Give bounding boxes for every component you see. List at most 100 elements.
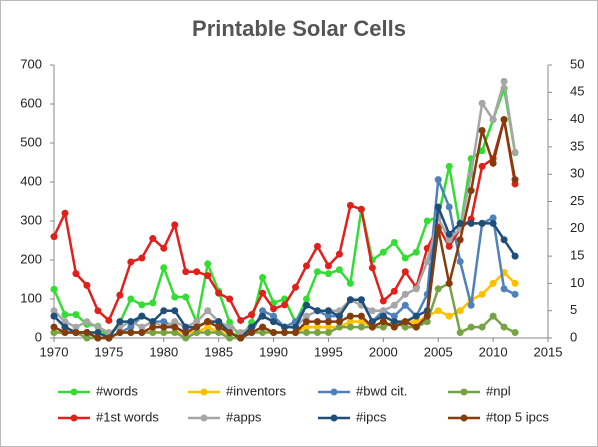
data-point	[511, 279, 519, 287]
data-point	[50, 329, 58, 337]
data-point	[160, 323, 168, 331]
data-point	[478, 147, 486, 155]
data-point	[379, 318, 387, 326]
data-point	[182, 293, 190, 301]
data-point	[72, 323, 80, 331]
data-point	[50, 233, 58, 241]
data-point	[259, 307, 267, 315]
data-point	[313, 268, 321, 276]
data-point	[478, 290, 486, 298]
x-tick-label: 1975	[94, 344, 123, 359]
data-point	[302, 301, 310, 309]
data-point	[313, 318, 321, 326]
data-point	[379, 312, 387, 320]
y2-tick-label: 50	[570, 56, 584, 71]
data-point	[72, 270, 80, 278]
data-point	[313, 242, 321, 250]
data-point	[61, 209, 69, 217]
y-tick-label: 0	[35, 329, 42, 344]
legend-key-marker	[70, 414, 78, 422]
data-point	[302, 262, 310, 270]
data-point	[434, 176, 442, 184]
data-point	[511, 290, 519, 298]
data-point	[193, 268, 201, 276]
data-point	[270, 329, 278, 337]
data-point	[335, 312, 343, 320]
y-tick-label: 400	[20, 173, 42, 188]
data-point	[149, 329, 157, 337]
data-point	[456, 307, 464, 315]
data-point	[226, 334, 234, 342]
data-point	[445, 242, 453, 250]
data-point	[390, 287, 398, 295]
data-point	[324, 262, 332, 270]
data-point	[127, 323, 135, 331]
data-point	[445, 312, 453, 320]
data-point	[445, 230, 453, 238]
data-point	[302, 323, 310, 331]
data-point	[160, 318, 168, 326]
data-point	[171, 318, 179, 326]
data-point	[302, 318, 310, 326]
data-point	[401, 323, 409, 331]
data-point	[511, 329, 519, 337]
data-point	[379, 248, 387, 256]
data-point	[292, 283, 300, 291]
data-point	[357, 312, 365, 320]
data-point	[412, 318, 420, 326]
data-point	[346, 201, 354, 209]
legend-label: #words	[96, 383, 138, 398]
data-point	[434, 203, 442, 211]
x-tick-label: 1995	[314, 344, 343, 359]
y2-tick-label: 25	[570, 193, 584, 208]
data-point	[423, 258, 431, 266]
data-point	[171, 323, 179, 331]
data-point	[379, 323, 387, 331]
data-point	[368, 318, 376, 326]
y-tick-label: 100	[20, 290, 42, 305]
data-point	[105, 334, 113, 342]
data-point	[500, 323, 508, 331]
data-point	[478, 323, 486, 331]
y2-tick-label: 20	[570, 220, 584, 235]
data-point	[182, 334, 190, 342]
x-tick-label: 1990	[259, 344, 288, 359]
data-point	[149, 318, 157, 326]
legend-label: #apps	[226, 409, 262, 424]
data-point	[390, 323, 398, 331]
data-point	[138, 329, 146, 337]
x-tick-label: 1970	[40, 344, 69, 359]
data-point	[478, 162, 486, 170]
data-point	[149, 235, 157, 243]
data-point	[324, 312, 332, 320]
data-point	[50, 307, 58, 315]
data-point	[61, 318, 69, 326]
data-point	[401, 301, 409, 309]
y2-tick-label: 35	[570, 138, 584, 153]
legend-label: #npl	[486, 383, 511, 398]
data-point	[215, 318, 223, 326]
data-point	[445, 162, 453, 170]
data-point	[237, 329, 245, 337]
data-point	[489, 312, 497, 320]
data-point	[368, 307, 376, 315]
data-point	[478, 127, 486, 135]
data-point	[215, 329, 223, 337]
data-point	[368, 264, 376, 272]
data-point	[138, 254, 146, 262]
data-point	[204, 307, 212, 315]
data-point	[226, 295, 234, 303]
data-point	[149, 323, 157, 331]
data-point	[182, 268, 190, 276]
data-point	[248, 323, 256, 331]
data-point	[357, 318, 365, 326]
data-point	[270, 305, 278, 313]
legend-label: #bwd cit.	[356, 383, 407, 398]
y2-tick-label: 45	[570, 84, 584, 99]
data-point	[237, 334, 245, 342]
data-point	[270, 312, 278, 320]
legend-key-marker	[200, 414, 208, 422]
data-point	[72, 329, 80, 337]
data-point	[149, 299, 157, 307]
